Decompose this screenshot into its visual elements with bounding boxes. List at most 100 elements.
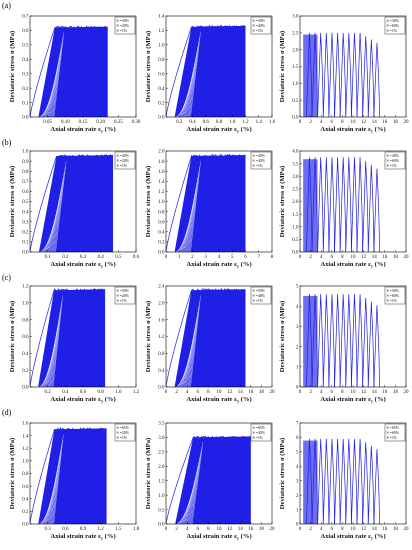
x-tick-label: 2 [309,527,312,532]
legend-entry: S =40% [253,24,266,28]
x-tick-label: 0.20 [96,120,105,125]
chart-panel-a-1: 0.05 0.10 0.15 0.20 0.25 0.30 0.0 0.1 0.2 0.3 0.4 0… [9,15,141,134]
loop-2 [317,157,324,252]
y-tick-label: 0.0 [292,116,299,121]
legend-box [250,423,272,442]
y-tick-label: 1.4 [158,15,165,20]
x-tick-label: 4 [320,527,323,532]
fringe-line [189,36,200,117]
y-tick-label: 0.2 [22,87,29,92]
x-axis-title-unit: (%) [373,126,386,133]
y-tick-label: 0.5 [22,44,29,49]
x-axis-title-main: Axial strain rate ε [320,126,371,133]
y-tick-label: 0.6 [22,190,29,195]
y-tick-label: 1.0 [22,460,29,465]
chart-panel-c-2: 0 2 4 6 8 10 12 14 16 18 20 0.0 0.4 0.8 1.2 1.6 2.0 2.4 De… [145,285,275,404]
data-series-a-3 [303,32,380,117]
y-tick-label: 0.4 [22,210,29,215]
x-tick-label: 0.2 [45,390,52,395]
x-tick-label: 8 [341,390,344,395]
loop-11 [367,445,375,524]
row-label: (d) [2,408,12,417]
x-axis-title: Axial strain rate εy (%) [50,533,115,541]
legend-box [250,151,272,170]
x-tick-label: 0.05 [43,120,52,125]
y-tick-label: 1.6 [158,318,165,323]
x-axis-title-main: Axial strain rate ε [50,396,101,403]
x-tick-label: 8 [341,527,344,532]
x-tick-label: 1.4 [256,120,263,125]
cycle-peaks [192,435,252,440]
x-tick-label: 0.5 [115,255,122,260]
legend-box [384,151,406,170]
y-tick-label: 1 [296,366,299,371]
legend-box [250,286,272,305]
loop-2 [317,438,324,524]
fringe-line [53,172,65,252]
legend-entry: S =40% [253,431,266,435]
legend-entry: S =20% [117,24,130,28]
x-tick-label: 10 [217,527,223,532]
legend-entry: S =1% [253,299,264,303]
y-tick-label: 0.6 [22,485,29,490]
y-tick-label: 0.8 [22,318,29,323]
loop-8 [351,294,358,387]
y-tick-label: 1.8 [158,160,165,165]
x-axis-title-sub: y [371,129,374,134]
y-tick-label: 0.5 [292,99,299,104]
y-tick-label: 0.2 [158,101,165,106]
x-tick-label: 6 [331,255,334,260]
legend-entry: S =60% [387,159,400,163]
y-tick-label: 2 [296,345,299,350]
y-tick-label: 4 [296,305,299,310]
y-tick-label: 0.0 [158,386,165,391]
y-tick-label: 0.0 [22,116,29,121]
loop-2 [317,32,324,117]
row-label: (b) [2,138,12,147]
legend-entry: S =65% [117,426,130,430]
y-tick-label: 0.0 [292,251,299,256]
legend-entry: S =1% [387,436,398,440]
legend-box [384,16,406,35]
legend-entry: S =40% [253,154,266,158]
y-tick-label: 1 [296,508,299,513]
x-axis-title: Axial strain rate εy (%) [186,396,251,404]
x-axis-title: Axial strain rate εy (%) [320,533,385,541]
x-axis-title-main: Axial strain rate ε [320,261,371,268]
fringe-line [48,198,60,252]
y-tick-label: 1.5 [292,213,299,218]
legend-entry: S =60% [387,431,400,435]
x-tick-label: 8 [341,120,344,125]
y-tick-label: 0.0 [158,116,165,121]
fringe-line [52,37,64,117]
legend-box [114,16,136,35]
y-axis-title: Deviatoric stress σ (MPa) [9,166,16,237]
x-axis-title-sub: y [101,536,104,541]
loop-3 [322,438,330,524]
x-axis-title-sub: y [237,129,240,134]
x-tick-label: 1 [178,255,181,260]
loading-curve [166,290,192,387]
legend-entry: S =50% [117,289,130,293]
x-tick-label: 6 [331,527,334,532]
x-tick-label: 0.4 [189,120,196,125]
x-axis-title-sub: y [237,264,240,269]
cycle-block [303,295,318,387]
y-axis-title: Deviatoric stress σ (MPa) [9,301,16,372]
fringe-line [52,439,63,524]
fringe-line [49,317,60,387]
x-axis-title-unit: (%) [239,126,252,133]
x-tick-label: 6 [197,390,200,395]
y-tick-label: 3.0 [158,436,165,441]
legend-entry: S =40% [117,154,130,158]
y-tick-label: 1.0 [158,494,165,499]
legend-entry: S =20% [117,159,130,163]
y-tick-label: 0.6 [158,72,165,77]
loop-3 [322,294,330,387]
x-tick-label: 12 [361,120,367,125]
y-tick-label: 0.8 [158,58,165,63]
legend-entry: S =30% [387,19,400,23]
fringe-line [50,450,61,524]
x-tick-label: 2 [191,255,194,260]
